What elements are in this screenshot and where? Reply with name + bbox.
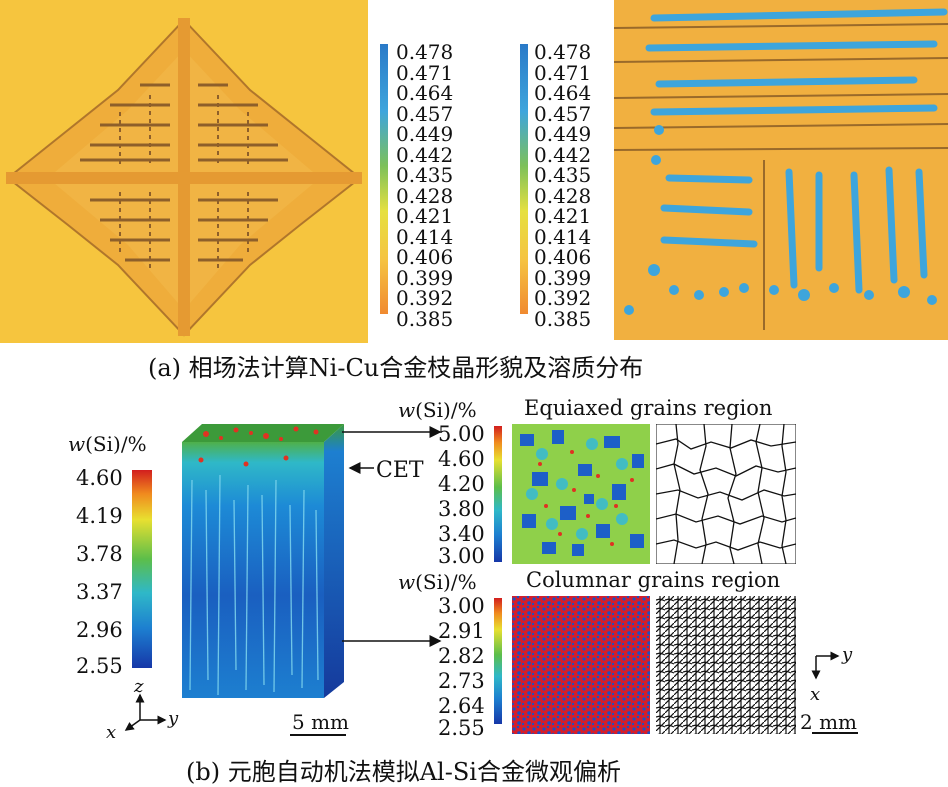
tick-label: 2.73	[438, 669, 485, 693]
tick-label: 0.442	[396, 142, 454, 167]
tick-label: 0.399	[534, 265, 592, 290]
columnar-grain-map	[656, 596, 796, 734]
caption-b: (b) 元胞自动机法模拟Al-Si合金微观偏析	[186, 758, 621, 786]
tick-label: 0.449	[534, 122, 592, 146]
equiaxed-concentration-map	[512, 424, 650, 564]
axes-triad-left	[100, 675, 190, 745]
tick-label: 0.464	[396, 81, 454, 105]
scale-label-left: 5 mm	[292, 710, 350, 734]
equiaxed-grain-map	[656, 424, 796, 564]
colorbar-b-left	[132, 470, 152, 668]
colorbar-equiaxed-ticks: 5.00 4.60 4.20 3.80 3.40 3.00	[438, 422, 492, 568]
tick-label: 0.392	[534, 286, 592, 310]
scale-label-right: 2 mm	[800, 710, 858, 734]
axis-y-label: y	[168, 708, 179, 729]
tick-label: 0.385	[534, 306, 592, 331]
colorbar-a-right-ticks: 0.478 0.471 0.464 0.457 0.449 0.442 0.43…	[534, 40, 604, 329]
equiaxed-title: Equiaxed grains region	[524, 396, 773, 420]
colorbar-a-left-ticks: 0.478 0.471 0.464 0.457 0.449 0.442 0.43…	[396, 40, 466, 329]
tick-label: 3.00	[438, 594, 485, 618]
axis-y-label-right: y	[842, 644, 853, 665]
colorbar-columnar-ticks: 3.00 2.91 2.82 2.73 2.64 2.55	[438, 594, 492, 740]
tick-label: 2.96	[76, 618, 123, 642]
dendrite-morphology-image	[0, 0, 368, 343]
caption-a: (a) 相场法计算Ni-Cu合金枝晶形貌及溶质分布	[148, 354, 644, 382]
tick-label: 0.464	[534, 81, 592, 105]
colorbar-a-right	[520, 44, 528, 314]
tick-label: 0.428	[534, 183, 592, 208]
tick-label: 0.414	[396, 224, 454, 249]
equiaxed-legend-title: w(Si)/%	[398, 398, 477, 422]
axes-triad-right	[800, 640, 860, 700]
legend-title-left: w(Si)/%	[68, 432, 147, 456]
tick-label: 2.55	[76, 654, 123, 678]
scale-bar-left	[290, 734, 346, 736]
axis-x-label: x	[106, 722, 117, 743]
tick-label: 0.471	[396, 60, 454, 85]
tick-label: 2.91	[438, 619, 485, 643]
tick-label: 0.406	[396, 245, 454, 269]
tick-label: 0.392	[396, 286, 454, 310]
tick-label: 2.82	[438, 644, 485, 668]
tick-label: 0.478	[396, 40, 454, 64]
tick-label: 5.00	[438, 422, 485, 446]
tick-label: 0.421	[534, 204, 592, 228]
colorbar-equiaxed	[494, 426, 502, 562]
columnar-legend-title: w(Si)/%	[398, 570, 477, 594]
columnar-concentration-map	[512, 596, 650, 734]
tick-label: 0.435	[396, 163, 454, 187]
scale-bar-right	[812, 732, 858, 734]
tick-label: 0.406	[534, 245, 592, 269]
tick-label: 3.37	[76, 580, 123, 604]
solute-distribution-image	[614, 0, 948, 340]
tick-label: 0.435	[534, 163, 592, 187]
tick-label: 0.449	[396, 122, 454, 146]
axis-z-label: z	[134, 676, 144, 697]
tick-label: 0.385	[396, 306, 454, 331]
tick-label: 0.414	[534, 224, 592, 249]
axis-x-label-right: x	[810, 684, 821, 705]
tick-label: 0.399	[396, 265, 454, 290]
tick-label: 0.457	[396, 101, 454, 126]
tick-label: 4.20	[438, 472, 485, 496]
tick-label: 0.457	[534, 101, 592, 126]
tick-label: 0.421	[396, 204, 454, 228]
tick-label: 2.55	[438, 716, 485, 740]
tick-label: 0.428	[396, 183, 454, 208]
tick-label: 4.60	[76, 466, 123, 490]
tick-label: 4.19	[76, 504, 123, 528]
simulation-3d-block	[176, 420, 348, 702]
tick-label: 3.78	[76, 542, 123, 566]
colorbar-b-left-ticks: 4.60 4.19 3.78 3.37 2.96 2.55	[76, 468, 130, 678]
colorbar-columnar	[494, 598, 502, 724]
tick-label: 4.60	[438, 447, 485, 471]
tick-label: 3.40	[438, 522, 485, 546]
tick-label: 2.64	[438, 694, 485, 718]
tick-label: 0.442	[534, 142, 592, 167]
tick-label: 0.471	[534, 60, 592, 85]
tick-label: 0.478	[534, 40, 592, 64]
pointer-arrows	[340, 420, 448, 660]
tick-label: 3.00	[438, 544, 485, 568]
tick-label: 3.80	[438, 497, 485, 521]
colorbar-a-left	[380, 44, 388, 314]
cet-label: CET	[376, 458, 424, 483]
columnar-title: Columnar grains region	[526, 568, 781, 592]
